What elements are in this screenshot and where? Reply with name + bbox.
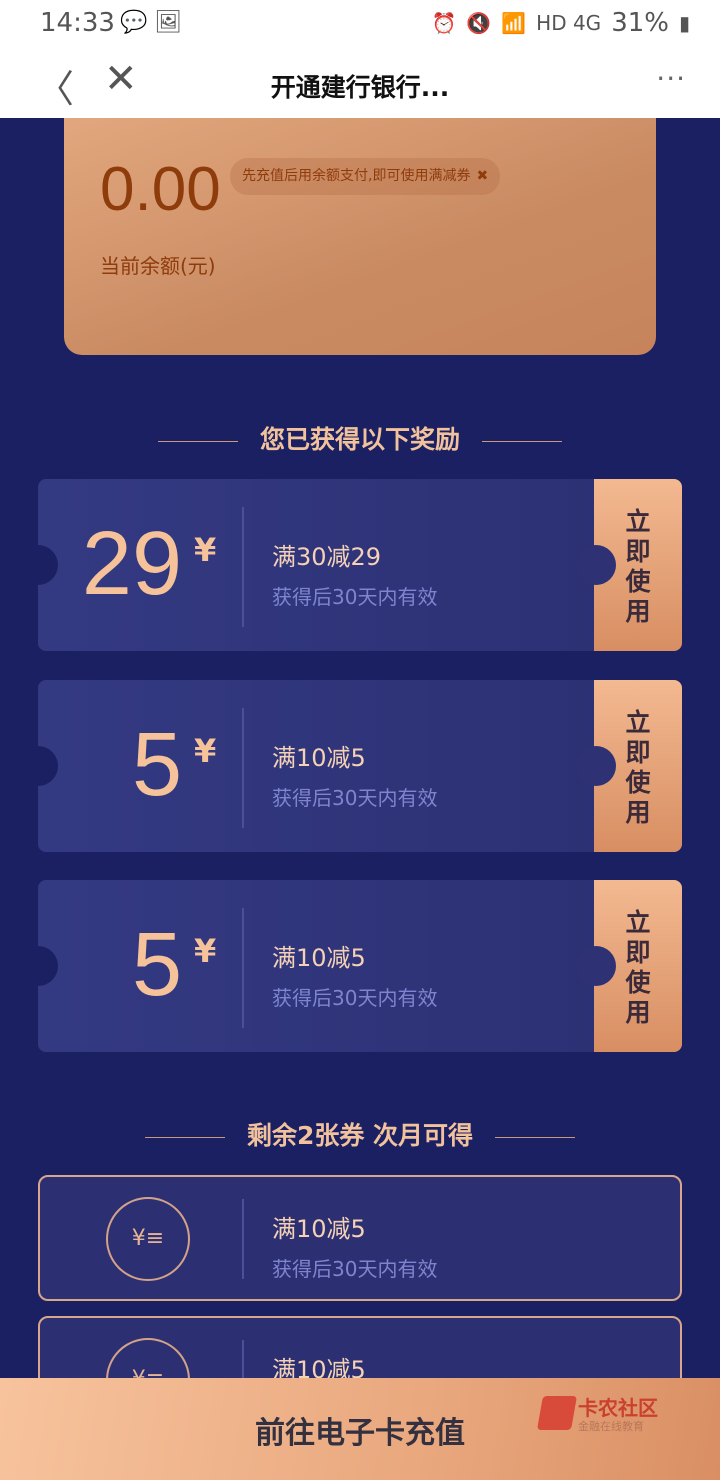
coins-icon: ¥≡: [106, 1197, 190, 1281]
close-button[interactable]: ✕: [104, 56, 138, 102]
tip-text: 先充值后用余额支付,即可使用满减券: [242, 168, 471, 184]
section-title-text: 剩余2张券 次月可得: [246, 1121, 474, 1150]
more-button[interactable]: ···: [656, 62, 686, 95]
page-title: 开通建行银行...: [270, 73, 450, 102]
mute-icon: 🔇: [466, 11, 492, 35]
coupon-value: 29: [81, 514, 182, 614]
locked-coupon: ¥≡ 满10减5 获得后30天内有效: [38, 1175, 682, 1301]
watermark-slogan: 金融在线教育: [578, 1420, 644, 1433]
back-button[interactable]: 〈: [36, 67, 75, 111]
balance-card: 0.00 先充值后用余额支付,即可使用满减券 ✖ 当前余额(元): [64, 118, 656, 355]
section-title-remaining: 剩余2张券 次月可得: [0, 1116, 720, 1152]
network-label: HD 4G: [536, 11, 602, 35]
battery-icon: ▮: [678, 11, 690, 35]
watermark-name: 卡农社区: [578, 1396, 658, 1420]
coupon-validity: 获得后30天内有效: [272, 786, 438, 810]
coupon-value: 5: [131, 915, 182, 1015]
currency-symbol: ¥: [194, 932, 217, 970]
recharge-button[interactable]: 前往电子卡充值 卡农社区 金融在线教育: [0, 1378, 720, 1480]
notification-icons: 💬 🖼: [120, 10, 183, 35]
coupon-card: 5 ¥ 满10减5 获得后30天内有效 立即使用: [34, 680, 682, 852]
wifi-icon: 📶: [501, 11, 527, 35]
balance-label: 当前余额(元): [100, 254, 216, 278]
tip-banner: 先充值后用余额支付,即可使用满减券 ✖: [230, 158, 501, 195]
coupon-validity: 获得后30天内有效: [272, 1257, 438, 1281]
section-title-text: 您已获得以下奖励: [259, 425, 460, 454]
notch: [34, 545, 58, 585]
use-now-button[interactable]: 立即使用: [576, 479, 682, 651]
divider: [242, 908, 244, 1028]
notch: [34, 946, 58, 986]
coupon-value: 5: [131, 715, 182, 815]
currency-symbol: ¥: [194, 732, 217, 770]
notch: [34, 746, 58, 786]
balance-amount: 0.00: [100, 155, 221, 224]
use-now-button[interactable]: 立即使用: [576, 880, 682, 1052]
coupon-title: 满10减5: [272, 944, 366, 972]
coupon-title: 满30减29: [272, 543, 382, 571]
coupon-validity: 获得后30天内有效: [272, 986, 438, 1010]
close-tip-icon[interactable]: ✖: [476, 168, 489, 184]
coupon-validity: 获得后30天内有效: [272, 585, 438, 609]
use-now-button[interactable]: 立即使用: [576, 680, 682, 852]
divider: [242, 507, 244, 627]
divider: [242, 1199, 244, 1279]
status-right: ⏰ 🔇 📶 HD 4G 31% ▮: [431, 8, 690, 38]
coupon-title: 满10减5: [272, 1215, 366, 1243]
status-bar: 14:33 💬 🖼 ⏰ 🔇 📶 HD 4G 31% ▮: [0, 0, 720, 48]
nav-bar: 〈 ✕ 开通建行银行... ···: [0, 48, 720, 118]
coupon-card: 29 ¥ 满30减29 获得后30天内有效 立即使用: [34, 479, 682, 651]
currency-symbol: ¥: [194, 531, 217, 569]
battery-text: 31%: [611, 8, 669, 38]
section-title-rewards: 您已获得以下奖励: [0, 420, 720, 456]
coupon-title: 满10减5: [272, 744, 366, 772]
recharge-label: 前往电子卡充值: [255, 1416, 465, 1451]
alarm-icon: ⏰: [431, 11, 457, 35]
watermark-logo: [537, 1396, 577, 1430]
divider: [242, 708, 244, 828]
clock: 14:33: [40, 8, 115, 38]
coupon-card: 5 ¥ 满10减5 获得后30天内有效 立即使用: [34, 880, 682, 1052]
